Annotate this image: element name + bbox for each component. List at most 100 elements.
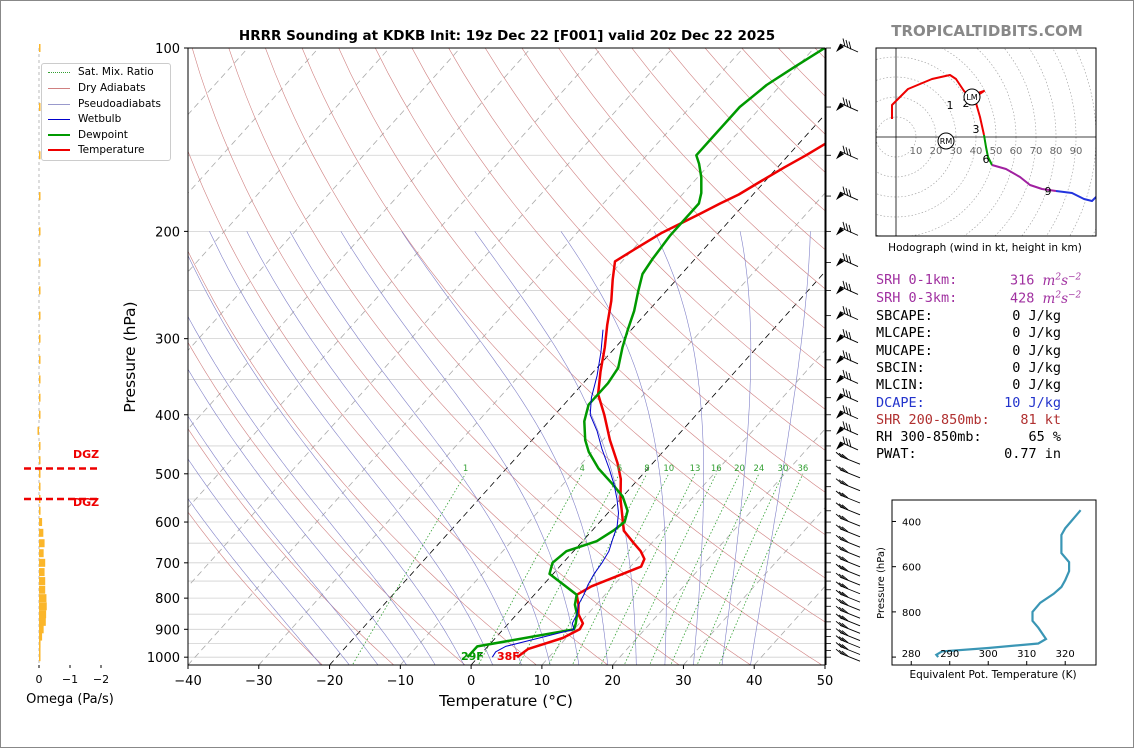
index-label: MLCAPE: [876, 325, 933, 342]
surface-temperature-label: 38F [497, 650, 520, 663]
barb-feather [835, 478, 843, 485]
barb-staff [839, 593, 861, 603]
wind-barb [836, 221, 859, 236]
legend-entry-dry-adiabats: Dry Adiabats [48, 82, 146, 94]
x-tick-label: −30 [245, 674, 272, 689]
barb-staff [839, 410, 859, 420]
wind-barb [836, 421, 859, 436]
mixing-ratio-line [718, 473, 804, 665]
barb-feather [838, 514, 846, 521]
barb-staff [839, 258, 859, 267]
barb-feather [835, 534, 843, 541]
barb-feather [845, 389, 849, 398]
theta-e-y-label: Pressure (hPa) [876, 547, 887, 619]
barb-staff [839, 334, 859, 344]
dry-adiabat [484, 48, 825, 410]
omega-bar [39, 151, 41, 160]
theta-e-frame [891, 499, 1097, 666]
dry-adiabat [521, 48, 825, 369]
isotherm [188, 48, 744, 665]
barb-flag [836, 441, 844, 450]
barb-feather [835, 544, 843, 551]
legend: Sat. Mix. Ratio Dry Adiabats Pseudoadiab… [41, 63, 171, 161]
index-value: 65 % [1028, 429, 1061, 446]
barb-feather [835, 642, 843, 648]
barb-feather [838, 491, 846, 498]
omega-bar [39, 482, 41, 491]
hodograph-ring-label: 10 [910, 146, 923, 157]
legend-entry-dewpoint: Dewpoint [48, 129, 128, 141]
omega-bar [39, 469, 41, 478]
omega-bar [39, 311, 41, 320]
wind-barb [836, 388, 859, 403]
barb-feather [842, 436, 846, 445]
barb-staff [839, 375, 859, 384]
wind-barb [835, 581, 861, 595]
barb-flag [836, 393, 844, 402]
barb-feather [841, 504, 849, 511]
barb-staff [839, 226, 859, 236]
x-tick-label: −40 [174, 674, 201, 689]
barb-feather [835, 451, 843, 458]
omega-bar [39, 506, 41, 515]
wind-barb [835, 628, 861, 641]
omega-x-tick-label: −1 [62, 673, 78, 686]
y-tick-label: 400 [155, 409, 180, 424]
omega-bar [39, 518, 43, 527]
barb-feather [838, 573, 846, 580]
index-value: 0 J/kg [1012, 377, 1061, 394]
mixing-ratio-line [477, 473, 583, 665]
theta-e-y-tick-label: 400 [902, 517, 921, 528]
y-tick-label: 500 [155, 468, 180, 483]
barb-feather [842, 388, 846, 397]
barb-staff [839, 150, 859, 160]
omega-bar [39, 594, 47, 603]
barb-feather [842, 221, 846, 230]
barb-feather [838, 606, 846, 613]
barb-feather [845, 254, 849, 263]
mixing-ratio-label: 16 [711, 464, 722, 474]
omega-bar [39, 456, 41, 465]
hodograph-plot: 10 20 30 40 50 60 70 80 90 1 23 6 9 LM RM [876, 48, 1096, 236]
barb-feather [848, 391, 852, 400]
barb-feather [845, 351, 849, 360]
barb-feather [841, 492, 849, 499]
barb-feather [841, 574, 849, 581]
wind-barb [835, 597, 861, 611]
barb-flag [836, 44, 844, 52]
y-tick-label: 600 [155, 516, 180, 531]
barb-feather [835, 628, 843, 634]
barb-feather [835, 605, 843, 612]
barb-feather [848, 189, 852, 198]
barb-feather [841, 650, 849, 657]
wind-barb [835, 572, 861, 586]
skewt-plot-frame [187, 47, 826, 666]
legend-entry-mixing-ratio: Sat. Mix. Ratio [48, 66, 154, 78]
hodograph-ring-label: 40 [970, 146, 983, 157]
legend-entry-wetbulb: Wetbulb [48, 113, 121, 125]
mixing-ratio-line [548, 473, 648, 665]
storm-motion-label: LM [966, 93, 977, 102]
theta-e-x-tick-label: 290 [940, 649, 959, 660]
x-tick-label: 10 [534, 674, 551, 689]
barb-feather [841, 536, 849, 543]
index-value: 0 J/kg [1012, 359, 1061, 376]
barb-feather [835, 513, 843, 520]
barb-feather [845, 307, 849, 316]
omega-bar [37, 426, 39, 435]
omega-bar [39, 646, 41, 655]
mixing-ratio-label: 8 [644, 464, 649, 474]
index-value: 0.77 in [1004, 446, 1061, 463]
pseudoadiabat [188, 415, 379, 665]
isotherm [0, 48, 36, 665]
barb-staff [839, 311, 859, 321]
dry-adiabat [448, 48, 825, 451]
barb-staff [839, 393, 859, 403]
barb-feather [841, 583, 849, 590]
isotherm [329, 113, 825, 665]
wind-barb [835, 502, 861, 516]
dgz-label-lower: DGZ [73, 496, 99, 509]
legend-entry-pseudoadiabats: Pseudoadiabats [48, 98, 161, 110]
index-label: MUCAPE: [876, 342, 933, 359]
srh-0-1km-row: SRH 0-1km: [876, 272, 958, 288]
